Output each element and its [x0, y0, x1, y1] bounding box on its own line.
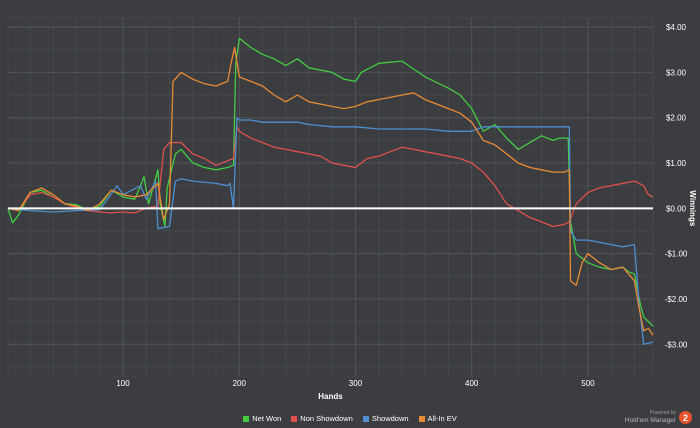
y-tick-label: $1.00 [666, 159, 687, 168]
legend-swatch [418, 415, 425, 422]
brand-badge-icon: 2 [679, 411, 692, 424]
y-tick-label: $4.00 [666, 23, 687, 32]
legend-label: Net Won [252, 414, 282, 423]
legend-label: Non Showdown [300, 414, 353, 423]
brand-watermark: Powered by Hold'em Manager 2 [625, 411, 692, 424]
y-tick-label: -$2.00 [665, 295, 688, 304]
legend-label: All-In EV [427, 414, 457, 423]
legend-item-non-showdown[interactable]: Non Showdown [291, 414, 353, 423]
series-line-showdown [7, 117, 654, 345]
legend-item-net-won[interactable]: Net Won [243, 414, 281, 423]
legend-swatch [243, 415, 250, 422]
series-line-all-in-ev [7, 46, 654, 336]
legend-swatch [362, 415, 369, 422]
chart-legend: Net Won Non Showdown Showdown All-In EV [0, 414, 700, 423]
y-tick-label: $2.00 [666, 114, 687, 123]
chart-grid [7, 17, 654, 377]
x-tick-label: 400 [465, 379, 479, 388]
brand-powered: Powered by [649, 410, 676, 417]
series-line-non-showdown [7, 126, 654, 228]
y-tick-label: -$3.00 [665, 340, 688, 349]
y-tick-label: -$1.00 [665, 250, 688, 259]
legend-swatch [291, 415, 298, 422]
x-tick-label: 500 [581, 379, 595, 388]
x-axis-ticks: 100 200 300 400 500 [116, 379, 595, 388]
y-tick-label: $0.00 [666, 204, 687, 213]
x-tick-label: 200 [233, 379, 247, 388]
chart-series [7, 37, 654, 345]
y-axis-ticks: $4.00 $3.00 $2.00 $1.00 $0.00 -$1.00 -$2.00 -$3… [665, 23, 688, 349]
x-tick-label: 100 [116, 379, 130, 388]
x-axis-title: Hands [318, 392, 343, 401]
brand-name: Hold'em Manager [624, 416, 676, 424]
series-line-net-won [7, 37, 654, 327]
y-tick-label: $3.00 [666, 68, 687, 77]
legend-item-showdown[interactable]: Showdown [362, 414, 409, 423]
y-axis-title: Winnings [688, 190, 697, 226]
x-tick-label: 300 [349, 379, 363, 388]
brand-text: Powered by Hold'em Manager [625, 411, 676, 424]
legend-item-all-in-ev[interactable]: All-In EV [418, 414, 457, 423]
legend-label: Showdown [371, 414, 409, 423]
